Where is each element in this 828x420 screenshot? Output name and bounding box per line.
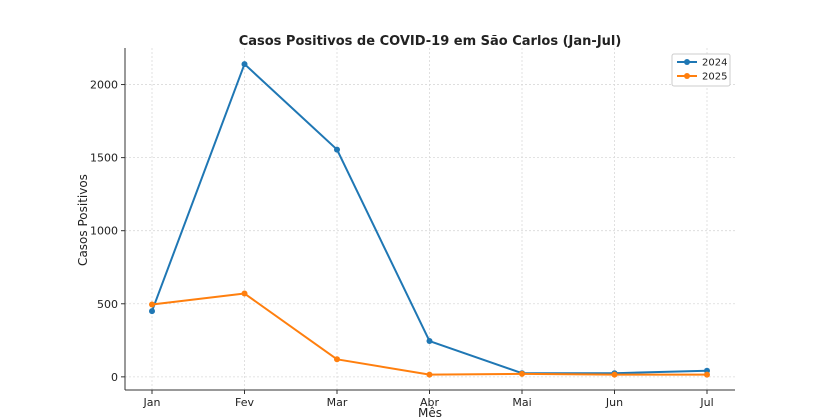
x-tick-label: Mar	[327, 396, 348, 409]
data-point-2025	[426, 371, 433, 378]
data-point-2025	[704, 371, 710, 378]
y-tick-label: 1500	[90, 152, 118, 165]
data-point-2024	[241, 61, 248, 68]
x-ticks: Jan Fev Mar Abr Mai Jun Jul	[143, 390, 714, 409]
y-tick-label: 0	[111, 371, 118, 384]
data-point-2025	[519, 370, 525, 377]
x-axis-label: Mês	[418, 406, 442, 420]
chart-title: Casos Positivos de COVID-19 em São Carlo…	[239, 34, 622, 49]
legend-swatch-marker-2024	[684, 59, 690, 65]
x-tick-label: Jun	[605, 396, 623, 409]
series-line-2024	[151, 63, 708, 375]
y-tick-label: 1000	[90, 225, 118, 238]
y-tick-label: 2000	[90, 79, 118, 92]
data-point-2025	[611, 371, 618, 378]
y-axis-label: Casos Positivos	[76, 174, 90, 266]
x-tick-label: Jul	[699, 396, 713, 409]
x-tick-label: Fev	[235, 396, 254, 409]
data-point-2025	[241, 290, 248, 297]
x-tick-label: Mai	[512, 396, 531, 409]
data-point-2024	[149, 308, 155, 315]
data-point-2025	[149, 301, 155, 308]
x-tick-label: Jan	[143, 396, 161, 409]
x-tick-label: Abr	[420, 396, 440, 409]
series	[149, 61, 710, 378]
legend: 2024 2025	[671, 53, 731, 87]
legend-label-2024: 2024	[702, 58, 727, 69]
data-point-2025	[334, 356, 340, 363]
data-point-2024	[426, 338, 433, 345]
legend-swatch-marker-2025	[684, 73, 690, 79]
y-tick-label: 500	[97, 298, 118, 311]
data-point-2024	[334, 146, 340, 153]
legend-label-2025: 2025	[702, 72, 727, 83]
y-ticks: 0 500 1000 1500 2000	[90, 79, 125, 384]
